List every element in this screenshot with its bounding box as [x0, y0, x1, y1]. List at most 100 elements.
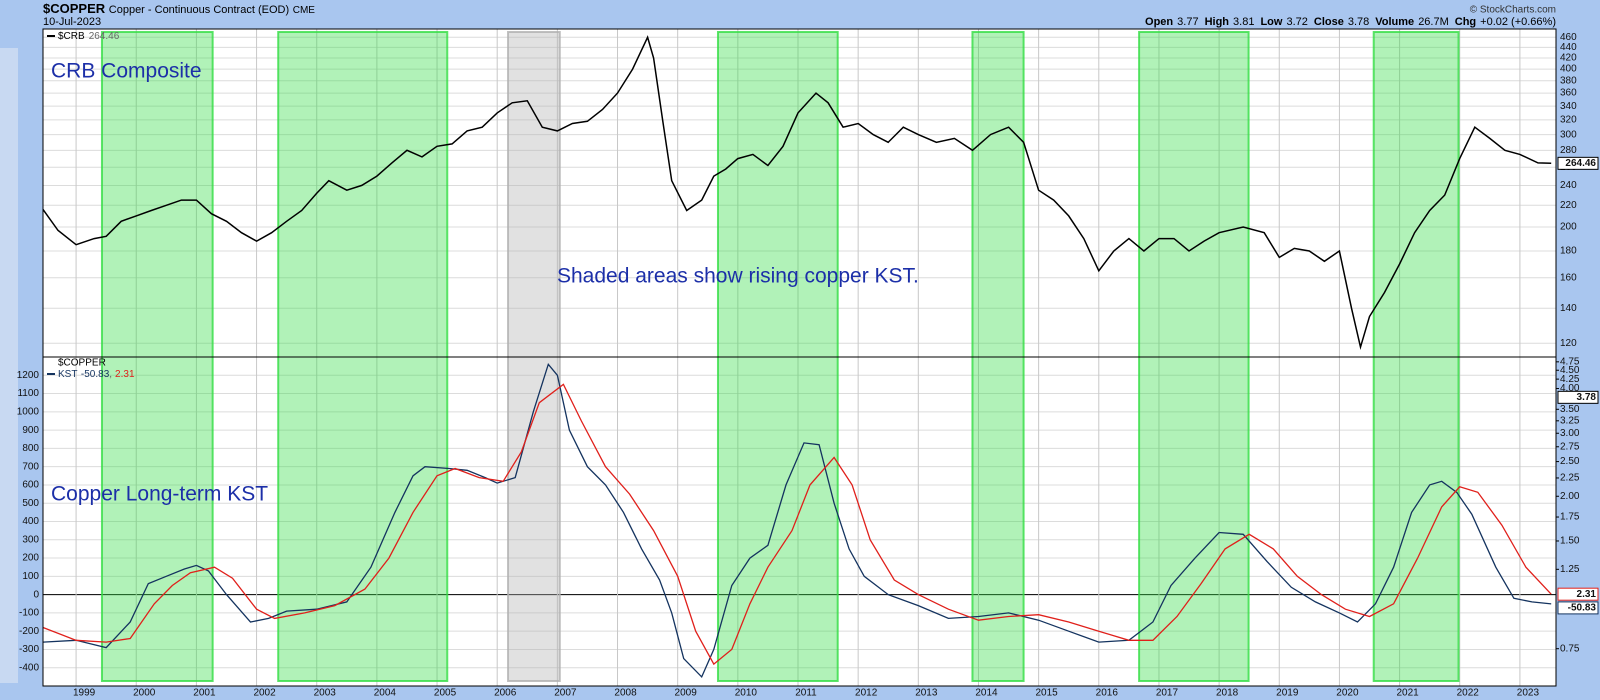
y-tick-label: -300: [19, 644, 39, 655]
annotation: Shaded areas show rising copper KST.: [557, 265, 919, 288]
x-tick-label: 2000: [133, 688, 156, 699]
date: 10-Jul-2023: [43, 16, 101, 28]
x-tick-label: 2005: [434, 688, 457, 699]
quote-value: 3.77: [1177, 16, 1198, 28]
x-tick-label: 2006: [494, 688, 517, 699]
symbol: $COPPER: [43, 1, 106, 16]
quote-label: Open: [1145, 16, 1173, 28]
y-tick-label: 200: [1560, 222, 1577, 233]
kst-last-value-box: [1557, 601, 1599, 615]
panel-title: $COPPER: [58, 358, 106, 369]
instrument-name: Copper - Continuous Contract (EOD): [109, 4, 289, 16]
y2-tick-label: 3.50: [1560, 404, 1580, 415]
quote-value: 3.78: [1348, 16, 1369, 28]
y-tick-label: 120: [1560, 338, 1577, 349]
header-line: $COPPER Copper - Continuous Contract (EO…: [43, 1, 315, 16]
y-tick-label: 300: [1560, 129, 1577, 140]
exchange: CME: [293, 5, 316, 16]
y-tick-label: 140: [1560, 303, 1577, 314]
y-tick-label: 400: [22, 516, 39, 527]
y-tick-label: 400: [1560, 64, 1577, 75]
x-tick-label: 2001: [193, 688, 216, 699]
x-tick-label: 2014: [975, 688, 998, 699]
x-tick-label: 2008: [614, 688, 637, 699]
kst-panel-border: [42, 356, 1557, 687]
x-tick-label: 2012: [855, 688, 878, 699]
annotation: Copper Long-term KST: [51, 483, 268, 506]
quote-label: Chg: [1455, 16, 1476, 28]
x-tick-label: 2011: [795, 688, 817, 699]
y-tick-label: 180: [1560, 246, 1577, 257]
y2-tick-label: 0.75: [1560, 643, 1580, 654]
x-tick-label: 2009: [675, 688, 698, 699]
quote-value: 26.7M: [1418, 16, 1449, 28]
labels: 1201401601802002202402602803003203403603…: [17, 31, 1599, 699]
legend: $CRB 264.46: [58, 31, 120, 42]
y-tick-label: -100: [19, 608, 39, 619]
y-tick-label: 220: [1560, 200, 1577, 211]
y2-tick-label: 4.50: [1560, 365, 1580, 376]
y-tick-label: 700: [22, 461, 39, 472]
y-tick-label: 600: [22, 480, 39, 491]
last-value: 264.46: [1565, 158, 1596, 169]
y2-tick-label: 2.50: [1560, 456, 1580, 467]
x-tick-label: 1999: [73, 688, 96, 699]
y2-tick-label: 2.75: [1560, 441, 1580, 452]
legend-name: $CRB: [58, 31, 85, 42]
y2-tick-label: 1.25: [1560, 564, 1580, 575]
x-tick-label: 2002: [253, 688, 276, 699]
signal-last-value-box: [1557, 587, 1599, 601]
y-tick-label: 380: [1560, 75, 1577, 86]
y-tick-label: 420: [1560, 53, 1577, 64]
y-tick-label: 1200: [17, 370, 40, 381]
x-tick-label: 2013: [915, 688, 938, 699]
y2-tick-label: 2.00: [1560, 491, 1580, 502]
y-tick-label: 1000: [17, 406, 40, 417]
y2-tick-label: 4.75: [1560, 356, 1580, 367]
signal-last-value: 2.31: [1577, 589, 1597, 600]
y-tick-label: 900: [22, 425, 39, 436]
grid: [43, 29, 1556, 686]
y2-tick-label: 2.25: [1560, 473, 1580, 484]
lines: [42, 35, 1552, 679]
kst-last-value: -50.83: [1568, 603, 1597, 614]
last-price-box: [1557, 390, 1599, 404]
legend-value: 2.31: [115, 369, 135, 380]
quote-label: Low: [1260, 16, 1282, 28]
x-tick-label: 2003: [314, 688, 337, 699]
y-tick-label: 1100: [17, 388, 39, 399]
y-tick-label: 240: [1560, 180, 1577, 191]
legend-value: 264.46: [89, 31, 120, 42]
y-tick-label: 200: [22, 553, 39, 564]
y-tick-label: 340: [1560, 101, 1577, 112]
quote-line: Open 3.77 High 3.81 Low 3.72 Close 3.78 Volume 26…: [1145, 16, 1556, 28]
y2-tick-label: 4.00: [1560, 383, 1580, 394]
legend-sep: ,: [109, 369, 112, 380]
y-tick-label: 440: [1560, 42, 1577, 53]
y2-tick-label: 1.75: [1560, 512, 1580, 523]
y-tick-label: 0: [33, 589, 39, 600]
y-tick-label: 300: [22, 534, 39, 545]
x-tick-label: 2023: [1517, 688, 1540, 699]
credit: © StockCharts.com: [1470, 5, 1556, 16]
quote-label: High: [1205, 16, 1230, 28]
series-line: [42, 35, 1552, 351]
quote-value: 3.81: [1233, 16, 1254, 28]
series-line: [42, 362, 1552, 679]
y-tick-label: -200: [19, 626, 39, 637]
legend-name: KST: [58, 369, 77, 380]
x-tick-label: 2017: [1156, 688, 1179, 699]
quote-value: 3.72: [1286, 16, 1307, 28]
x-tick-label: 2018: [1216, 688, 1239, 699]
y2-tick-label: 3.00: [1560, 428, 1580, 439]
x-tick-label: 2019: [1276, 688, 1299, 699]
y-tick-label: 800: [22, 443, 39, 454]
y-tick-label: 460: [1560, 32, 1577, 43]
last-value-box: [1557, 156, 1599, 170]
y2-tick-label: 1.50: [1560, 536, 1580, 547]
side-strip: [0, 48, 18, 683]
y2-tick-label: 4.25: [1560, 374, 1580, 385]
y-tick-label: 100: [22, 571, 39, 582]
